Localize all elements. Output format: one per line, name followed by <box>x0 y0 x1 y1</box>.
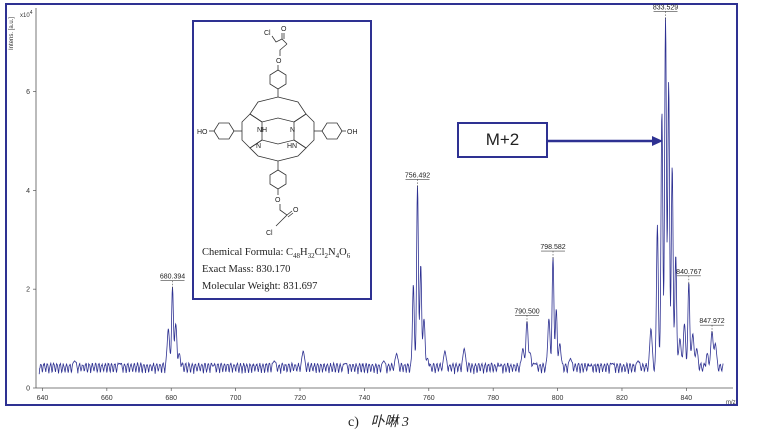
peak-label: 798.582 <box>540 244 565 251</box>
peak-label: 790.500 <box>514 308 539 315</box>
atom-n-left: N <box>256 143 261 150</box>
y-axis-label: Intens. [a.u.] <box>9 17 15 50</box>
atom-o-top-ester: O <box>276 58 282 65</box>
atom-nh: NH <box>257 127 267 134</box>
x-tick-label: 780 <box>487 395 499 402</box>
y-tick-label: 0 <box>26 386 30 393</box>
x-tick-label: 800 <box>552 395 564 402</box>
atom-cl-bottom: Cl <box>266 230 273 237</box>
peak-label: 847.972 <box>699 318 724 325</box>
y-axis-multiplier: x104 <box>20 10 33 19</box>
chart-frame <box>5 3 738 406</box>
peak-label: 680.394 <box>160 274 185 281</box>
formula-subscript: 6 <box>346 252 351 261</box>
peak-label: 840.767 <box>676 269 701 276</box>
formula-subscript: 32 <box>307 252 315 261</box>
atom-oh: OH <box>347 129 358 136</box>
atom-o-bottom-carbonyl: O <box>293 207 299 214</box>
atom-hn: HN <box>287 143 297 150</box>
y-tick-label: 6 <box>26 89 30 96</box>
atom-ho: HO <box>197 129 208 136</box>
chemical-structure-inset: Cl O O NH N N HN HO OH O O <box>192 20 372 300</box>
formula-value: C48H32Cl2N4O6 <box>286 247 351 261</box>
formula-element: N <box>328 247 336 258</box>
caption-label: c) <box>348 415 359 430</box>
annotation-arrowhead <box>652 136 663 146</box>
figure-caption: c) 卟啉 3 <box>0 411 757 431</box>
molecular-weight: Molecular Weight: 831.697 <box>202 281 318 292</box>
x-tick-label: 660 <box>101 395 113 402</box>
x-tick-label: 680 <box>165 395 177 402</box>
atom-o-bottom-ester: O <box>275 197 281 204</box>
caption-name: 卟啉 3 <box>370 415 409 430</box>
formula-subscript: 2 <box>324 252 329 261</box>
formula-element: Cl <box>314 247 325 258</box>
x-tick-label: 760 <box>423 395 435 402</box>
x-tick-label: 740 <box>359 395 371 402</box>
peak-label: 833.529 <box>653 4 678 11</box>
chemical-formula: Chemical Formula: C48H32Cl2N4O6 <box>202 247 351 261</box>
y-tick-label: 4 <box>26 188 30 195</box>
chart-axes <box>35 8 733 389</box>
x-axis-label: m/z <box>726 400 736 406</box>
y-tick-label: 2 <box>26 287 30 294</box>
atom-n-right: N <box>290 127 295 134</box>
porphyrin-structure-drawing: Cl O O NH N N HN HO OH O O <box>197 26 358 237</box>
peak-label: 756.492 <box>405 172 430 179</box>
peak-labels: 680.394 756.492 790.500 798.582 833.529 840.7… <box>160 4 725 336</box>
atom-o-top-carbonyl: O <box>281 26 287 33</box>
x-tick-label: 820 <box>616 395 628 402</box>
formula-subscript: 4 <box>335 252 340 261</box>
x-tick-label: 700 <box>230 395 242 402</box>
formula-element: H <box>300 247 308 258</box>
formula-subscript: 48 <box>293 252 301 261</box>
formula-element: O <box>339 247 347 258</box>
spectrum-line <box>38 17 724 375</box>
exact-mass: Exact Mass: 830.170 <box>202 264 291 275</box>
x-tick-label: 840 <box>681 395 693 402</box>
m-plus-2-annotation: M+2 <box>457 122 548 158</box>
atom-cl-top: Cl <box>264 30 271 37</box>
formula-element: C <box>286 247 294 258</box>
x-tick-label: 720 <box>294 395 306 402</box>
x-tick-label: 640 <box>37 395 49 402</box>
